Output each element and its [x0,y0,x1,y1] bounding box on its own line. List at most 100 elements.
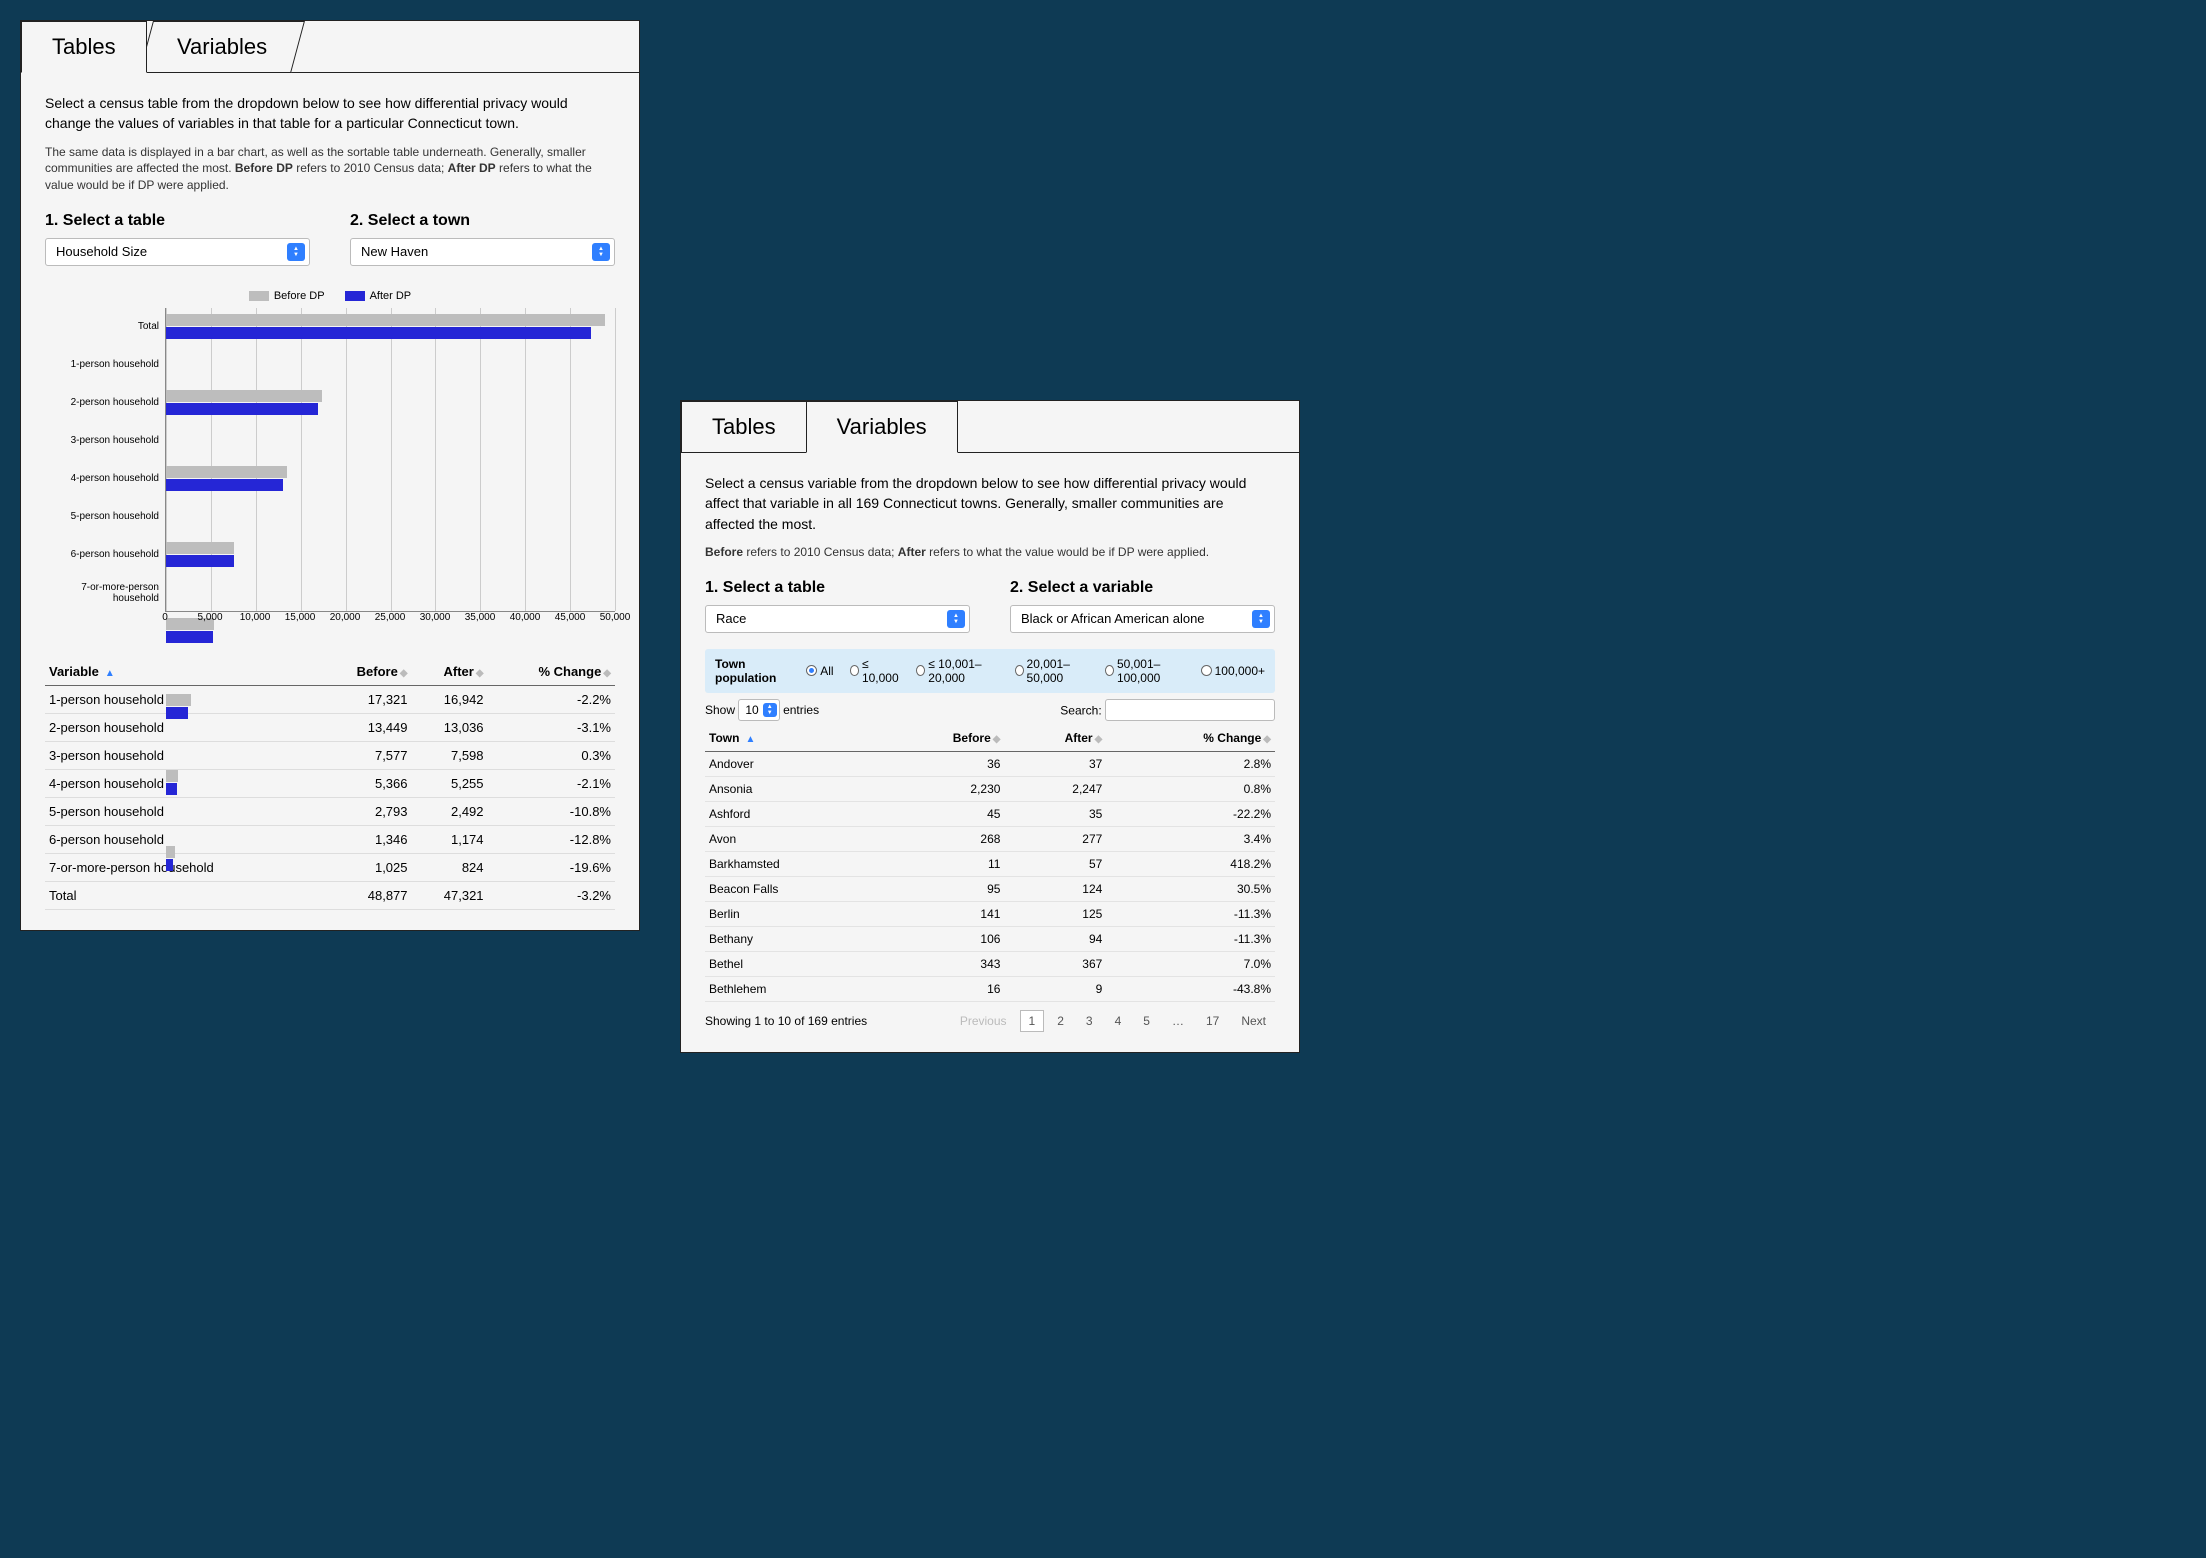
pager-next[interactable]: Next [1232,1010,1275,1032]
column-header[interactable]: % Change◆ [488,658,615,686]
intro-sub: Before refers to 2010 Census data; After… [705,544,1275,561]
intro-text: Select a census variable from the dropdo… [705,473,1275,534]
bar-after [166,859,173,871]
column-header[interactable]: After◆ [1004,725,1106,752]
entries-select[interactable]: 10 [738,699,779,721]
radio-icon [1105,665,1114,676]
select-table[interactable]: Race [705,605,970,633]
bar-after [166,783,177,795]
tab-bar-right: Tables Variables [681,401,1299,453]
variables-panel: Tables Variables Select a census variabl… [680,400,1300,1053]
filter-radio[interactable]: 20,001–50,000 [1015,657,1089,685]
dropdown-arrow-icon [947,610,965,628]
pager-page[interactable]: 17 [1197,1010,1228,1032]
table-row: Ashford4535-22.2% [705,801,1275,826]
bar-before [166,314,605,326]
column-header[interactable]: % Change◆ [1106,725,1275,752]
column-header[interactable]: Before◆ [318,658,411,686]
dropdown-arrow-icon [763,703,777,717]
bar-after [166,631,213,643]
search-control: Search: [1060,699,1275,721]
population-filter: Town population All ≤ 10,000 ≤ 10,001–20,0… [705,649,1275,693]
bar-before [166,770,178,782]
towns-table: Town▲Before◆After◆% Change◆ Andover36372… [705,725,1275,1002]
tab-label: Variables [177,34,267,60]
tab-bar-left: Tables Variables [21,21,639,73]
pagination: Showing 1 to 10 of 169 entries Previous1… [705,1010,1275,1032]
tab-tables[interactable]: Tables [21,21,147,73]
filter-radio[interactable]: ≤ 10,001–20,000 [916,657,998,685]
dropdown-arrow-icon [1252,610,1270,628]
column-header[interactable]: After◆ [412,658,488,686]
select-town-value: New Haven [361,244,428,259]
tab-variables[interactable]: Variables [806,401,958,453]
column-header[interactable]: Before◆ [880,725,1004,752]
tables-content: Select a census table from the dropdown … [21,72,639,930]
variables-content: Select a census variable from the dropdo… [681,452,1299,1052]
select-table-value: Race [716,611,746,626]
radio-icon [806,665,817,676]
table-row: Barkhamsted1157418.2% [705,851,1275,876]
table-row: Bethany10694-11.3% [705,926,1275,951]
bar-before [166,466,287,478]
bar-after [166,403,318,415]
intro-sub: The same data is displayed in a bar char… [45,144,615,194]
bar-before [166,390,322,402]
dropdown-arrow-icon [287,243,305,261]
pager-page: … [1163,1010,1193,1032]
bar-after [166,555,234,567]
chart-y-labels: Total1-person household2-person househol… [45,308,165,612]
tab-tables[interactable]: Tables [681,401,806,453]
step2-label: 2. Select a town [350,212,615,230]
pager-prev[interactable]: Previous [951,1010,1016,1032]
filter-radio[interactable]: 50,001–100,000 [1105,657,1185,685]
tab-variables[interactable]: Variables [139,21,305,73]
table-row: Avon2682773.4% [705,826,1275,851]
step1-label: 1. Select a table [705,579,970,597]
pager-page[interactable]: 2 [1048,1010,1073,1032]
pager-page[interactable]: 3 [1077,1010,1102,1032]
column-header[interactable]: Variable▲ [45,658,318,686]
bar-after [166,327,591,339]
filter-label: Town population [715,657,790,685]
step2-label: 2. Select a variable [1010,579,1275,597]
select-town[interactable]: New Haven [350,238,615,266]
household-chart: Before DP After DP Total1-person househo… [45,290,615,628]
column-header[interactable]: Town▲ [705,725,880,752]
filter-radio[interactable]: 100,000+ [1201,664,1265,678]
table-row: Andover36372.8% [705,751,1275,776]
select-table-value: Household Size [56,244,147,259]
tab-label: Tables [52,34,116,59]
radio-icon [1015,665,1024,676]
tables-panel: Tables Variables Select a census table f… [20,20,640,931]
tab-label: Tables [712,414,776,439]
bar-after [166,479,283,491]
filter-radio[interactable]: All [806,664,833,678]
table-row: Bethlehem169-43.8% [705,976,1275,1001]
entries-control: Show 10 entries [705,699,819,721]
chart-legend: Before DP After DP [45,290,615,302]
tab-label: Variables [837,414,927,439]
chart-plot [165,308,615,612]
pager-page[interactable]: 4 [1106,1010,1131,1032]
radio-icon [916,665,925,676]
radio-icon [850,665,859,676]
radio-icon [1201,665,1212,676]
pager-page[interactable]: 1 [1020,1010,1045,1032]
table-row: Total48,87747,321-3.2% [45,881,615,909]
table-row: Ansonia2,2302,2470.8% [705,776,1275,801]
select-table[interactable]: Household Size [45,238,310,266]
bar-before [166,694,191,706]
step1-label: 1. Select a table [45,212,310,230]
bar-before [166,542,234,554]
chart-x-axis: 05,00010,00015,00020,00025,00030,00035,0… [165,612,615,628]
dropdown-arrow-icon [592,243,610,261]
search-input[interactable] [1105,699,1275,721]
select-variable-value: Black or African American alone [1021,611,1205,626]
select-variable[interactable]: Black or African American alone [1010,605,1275,633]
pager-page[interactable]: 5 [1134,1010,1159,1032]
filter-radio[interactable]: ≤ 10,000 [850,657,901,685]
table-row: Bethel3433677.0% [705,951,1275,976]
table-row: Berlin141125-11.3% [705,901,1275,926]
pager-info: Showing 1 to 10 of 169 entries [705,1014,867,1028]
